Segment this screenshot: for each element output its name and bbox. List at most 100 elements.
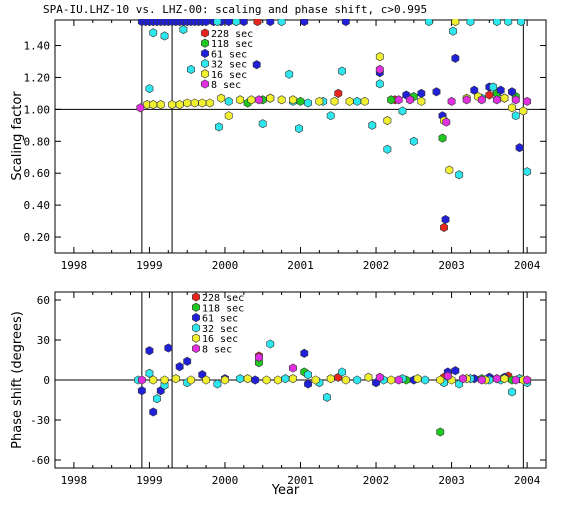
legend-label: 32 sec	[211, 60, 247, 71]
point-8-sec	[447, 96, 456, 106]
point-16-sec	[175, 100, 184, 110]
point-61-sec	[441, 214, 450, 225]
point-8-sec	[443, 371, 452, 381]
point-16-sec	[519, 106, 528, 116]
point-32-sec	[160, 31, 169, 41]
point-8-sec	[289, 363, 297, 373]
point-61-sec	[164, 343, 173, 353]
point-32-sec	[149, 28, 158, 38]
point-32-sec	[304, 370, 312, 380]
point-32-sec	[258, 119, 267, 129]
point-32-sec	[326, 111, 335, 121]
point-228-sec	[334, 88, 343, 98]
point-228-sec	[440, 222, 448, 233]
point-32-sec	[353, 96, 362, 106]
plot-frame	[54, 19, 547, 254]
x-tick-label: 2002	[363, 474, 390, 487]
point-32-sec	[409, 136, 418, 146]
point-61-sec	[341, 19, 350, 27]
data-points	[136, 19, 532, 233]
point-16-sec	[198, 98, 207, 108]
point-32-sec	[517, 19, 526, 27]
point-118-sec	[387, 95, 396, 105]
point-61-sec	[183, 356, 192, 366]
x-tick-label: 1999	[136, 259, 163, 272]
point-61-sec	[149, 407, 158, 417]
legend-marker-118-sec	[192, 302, 200, 312]
legend-marker-16-sec	[201, 69, 209, 79]
point-8-sec	[477, 375, 486, 385]
y-tick-label: 0.20	[24, 231, 51, 244]
x-tick-label: 2000	[212, 259, 239, 272]
legend-marker-8-sec	[201, 79, 209, 89]
point-16-sec	[413, 374, 422, 384]
point-16-sec	[500, 374, 509, 384]
legend-marker-32-sec	[192, 323, 200, 333]
x-axis-label: Year	[271, 483, 300, 498]
point-16-sec	[266, 93, 275, 103]
point-16-sec	[375, 52, 384, 62]
point-32-sec	[421, 375, 430, 385]
point-8-sec	[442, 117, 451, 127]
legend-label: 228 sec	[211, 29, 253, 40]
point-8-sec	[458, 374, 467, 384]
point-8-sec	[255, 95, 263, 105]
point-16-sec	[445, 165, 454, 175]
legend-label: 16 sec	[202, 334, 238, 345]
point-16-sec	[341, 375, 350, 385]
point-32-sec	[295, 123, 303, 134]
point-32-sec	[511, 111, 520, 121]
point-8-sec	[477, 95, 486, 105]
point-16-sec	[224, 111, 233, 121]
x-tick-label: 2001	[287, 259, 314, 272]
point-16-sec	[168, 100, 177, 110]
point-16-sec	[277, 95, 286, 105]
point-8-sec	[375, 372, 384, 382]
point-61-sec	[239, 19, 248, 27]
y-tick-label: 0.80	[24, 135, 51, 148]
point-16-sec	[289, 95, 297, 105]
x-tick-label: 2002	[363, 259, 390, 272]
point-32-sec	[398, 106, 407, 116]
point-32-sec	[368, 120, 377, 130]
point-118-sec	[296, 96, 305, 106]
point-16-sec	[345, 96, 354, 106]
point-16-sec	[202, 375, 211, 385]
point-16-sec	[311, 375, 320, 385]
legend-label: 118 sec	[202, 303, 244, 314]
y-tick-label: 1.40	[24, 40, 51, 53]
point-16-sec	[236, 95, 245, 105]
legend-label: 228 sec	[202, 293, 244, 304]
y-tick-label: 1.20	[24, 71, 51, 84]
legend-label: 8 sec	[211, 80, 241, 91]
y-tick-label: -60	[30, 454, 50, 467]
legend-marker-61-sec	[192, 313, 200, 323]
point-32-sec	[449, 26, 458, 36]
point-16-sec	[156, 100, 165, 110]
x-tick-label: 2000	[212, 474, 239, 487]
y-tick-label: 0.60	[24, 167, 51, 180]
point-32-sec	[179, 25, 188, 35]
point-8-sec	[492, 374, 501, 384]
point-61-sec	[451, 53, 460, 63]
x-tick-label: 2003	[438, 474, 465, 487]
point-32-sec	[338, 367, 346, 377]
point-32-sec	[145, 368, 154, 378]
point-8-sec	[255, 352, 263, 362]
point-32-sec	[304, 98, 312, 108]
chart-title: SPA-IU.LHZ-10 vs. LHZ-00: scaling and ph…	[43, 3, 427, 16]
x-tick-label: 1998	[61, 259, 88, 272]
point-61-sec	[300, 348, 309, 358]
legend-marker-228-sec	[201, 28, 209, 38]
point-32-sec	[224, 96, 233, 106]
y-axis-label: Phase shift (degrees)	[10, 311, 25, 449]
legend-label: 8 sec	[202, 345, 232, 356]
point-228-sec	[485, 90, 494, 100]
point-32-sec	[232, 19, 241, 27]
point-8-sec	[511, 375, 520, 385]
point-16-sec	[262, 375, 271, 385]
point-8-sec	[136, 103, 145, 113]
point-16-sec	[247, 95, 256, 105]
point-32-sec	[375, 79, 384, 89]
